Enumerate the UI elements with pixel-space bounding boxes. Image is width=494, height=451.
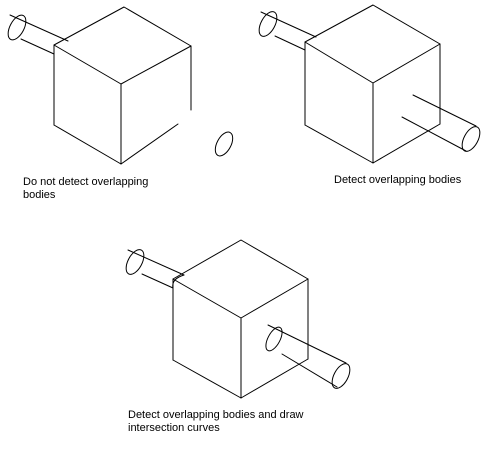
caption-detect-draw: Detect overlapping bodies and draw inter… <box>128 409 304 434</box>
caption-no-detect: Do not detect overlapping bodies <box>23 176 149 201</box>
intersection-curve-front <box>265 326 283 352</box>
cube <box>304 4 441 164</box>
intersection-curve-rear <box>172 274 185 289</box>
cylinder-rear <box>7 14 69 55</box>
figure-detect <box>258 4 481 164</box>
cylinder-front <box>401 94 481 152</box>
figure-no-detect <box>7 6 234 165</box>
cylinder-front <box>267 324 351 389</box>
cylinder-rear <box>125 249 185 289</box>
cube <box>172 239 309 399</box>
cylinder-rear <box>258 11 317 51</box>
cube <box>53 6 192 165</box>
cylinder-front-cap <box>214 131 234 157</box>
figure-detect-draw <box>125 239 351 399</box>
caption-detect: Detect overlapping bodies <box>334 174 462 186</box>
